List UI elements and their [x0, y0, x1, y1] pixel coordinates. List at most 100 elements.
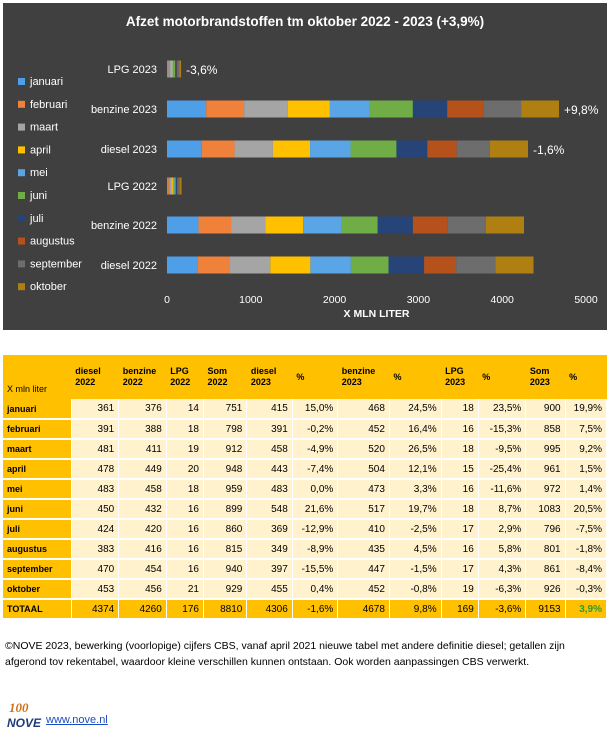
legend-entry-april: april	[30, 144, 51, 156]
table-cell: 478	[71, 459, 120, 480]
table-row: juli 424 420 16 860 369 -12,9% 410 -2,5% 17 2,9% 79…	[3, 519, 608, 540]
bar-segment-maart	[231, 216, 266, 234]
table-row: juni 450 432 16 899 548 21,6% 517 19,7% 18 8,7% 108…	[3, 499, 608, 520]
table-body: januari 361 376 14 751 415 15,0% 468 24,5% 18 23,5…	[3, 399, 608, 620]
table-cell: 520	[337, 439, 390, 460]
legend-entry-september: september	[30, 258, 82, 270]
table-cell: 517	[337, 499, 390, 520]
table-cell: 8,7%	[478, 499, 527, 520]
table-cell: 12,1%	[389, 459, 442, 480]
table-cell: -6,3%	[478, 579, 527, 600]
bar-segment-juli	[388, 256, 425, 274]
table-header-cell: Som 2022	[203, 355, 247, 399]
bar-segment-augustus	[427, 140, 457, 158]
table-header-row: X mln liter diesel 2022 benzine 2022 LPG 20…	[3, 355, 607, 399]
table-cell: 458	[246, 439, 293, 460]
table-cell: 18	[166, 479, 204, 500]
bar-segment-juli	[412, 100, 448, 118]
bar-segment-april	[171, 177, 173, 195]
table-cell: -1,5%	[389, 559, 442, 580]
bar-segment-april	[270, 256, 311, 274]
bar-segment-mei	[329, 100, 370, 118]
change-label: +9,8%	[564, 103, 599, 117]
table-cell: 948	[203, 459, 248, 480]
bar-segment-oktober	[485, 216, 524, 234]
table-cell: 900	[525, 399, 566, 420]
x-tick-label: 3000	[407, 294, 431, 306]
table-cell: 424	[71, 519, 120, 540]
table-cell: 452	[337, 419, 390, 440]
chart-title: Afzet motorbrandstoffen tm oktober 2022 …	[126, 14, 484, 29]
bar-segment-april	[171, 60, 173, 78]
table-cell: 416	[118, 539, 167, 560]
table-cell: -15,5%	[292, 559, 339, 580]
legend-swatch-augustus	[18, 237, 25, 245]
table-cell: -1,6%	[292, 599, 339, 620]
bar-segment-juni	[350, 140, 397, 158]
website-link[interactable]: www.nove.nl	[46, 714, 108, 726]
table-cell: -15,3%	[478, 419, 527, 440]
table-cell: 443	[246, 459, 293, 480]
data-table: X mln liter diesel 2022 benzine 2022 LPG 20…	[3, 355, 608, 620]
bar-segment-februari	[198, 216, 232, 234]
legend-swatch-oktober	[18, 283, 25, 291]
bar-segment-januari	[167, 60, 169, 78]
table-cell: 14	[166, 399, 204, 420]
table-cell: 1,4%	[565, 479, 608, 500]
table-cell: 361	[71, 399, 120, 420]
table-cell: 4306	[246, 599, 293, 620]
row-label: mei	[3, 479, 72, 500]
bar-segment-februari	[201, 140, 235, 158]
table-cell: 16	[166, 499, 204, 520]
table-total-row: TOTAAL 4374 4260 176 8810 4306 -1,6% 4678 9,8% 16…	[3, 599, 608, 620]
table-cell: 796	[525, 519, 566, 540]
table-cell: 420	[118, 519, 167, 540]
table-cell: 435	[337, 539, 390, 560]
x-tick-label: 0	[164, 294, 170, 306]
table-cell: 470	[71, 559, 120, 580]
bar-segment-september	[178, 177, 180, 195]
table-cell: 1083	[525, 499, 566, 520]
table-cell: -9,5%	[478, 439, 527, 460]
bar-segment-maart	[244, 100, 288, 118]
row-label: januari	[3, 399, 72, 420]
table-cell: 397	[246, 559, 293, 580]
table-cell: 9,2%	[565, 439, 608, 460]
category-label: LPG 2022	[107, 181, 157, 193]
table-cell: 17	[441, 519, 479, 540]
table-header-cell: X mln liter	[3, 355, 72, 399]
table-cell: 455	[246, 579, 293, 600]
table-cell: 995	[525, 439, 566, 460]
table-cell: 450	[71, 499, 120, 520]
table-cell: 929	[203, 579, 248, 600]
legend-entry-juni: juni	[29, 190, 47, 202]
x-tick-label: 2000	[323, 294, 347, 306]
table-cell: -3,6%	[478, 599, 527, 620]
table-cell: 369	[246, 519, 293, 540]
table-cell: 899	[203, 499, 248, 520]
bar-segment-juli	[396, 140, 428, 158]
table-header-cell: diesel 2023	[246, 355, 293, 399]
table-cell: 961	[525, 459, 566, 480]
legend-swatch-juli	[18, 214, 25, 222]
bar-segment-juni	[369, 100, 413, 118]
table-header-cell: LPG 2022	[166, 355, 204, 399]
bar-segment-september	[483, 100, 522, 118]
category-label: diesel 2022	[101, 260, 157, 272]
table-cell: 432	[118, 499, 167, 520]
bar-segment-oktober	[495, 256, 534, 274]
bar-segment-april	[265, 216, 304, 234]
row-label: oktober	[3, 579, 72, 600]
table-cell: -11,6%	[478, 479, 527, 500]
table-cell: 18	[441, 399, 479, 420]
table-cell: 452	[337, 579, 390, 600]
bar-segment-februari	[197, 256, 231, 274]
table-cell: 20,5%	[565, 499, 608, 520]
table-cell: 349	[246, 539, 293, 560]
table-cell: 383	[71, 539, 120, 560]
table-cell: -4,9%	[292, 439, 339, 460]
table-cell: 7,5%	[565, 419, 608, 440]
bar-segment-mei	[310, 256, 351, 274]
table-cell: 24,5%	[389, 399, 442, 420]
legend-swatch-mei	[18, 169, 25, 177]
